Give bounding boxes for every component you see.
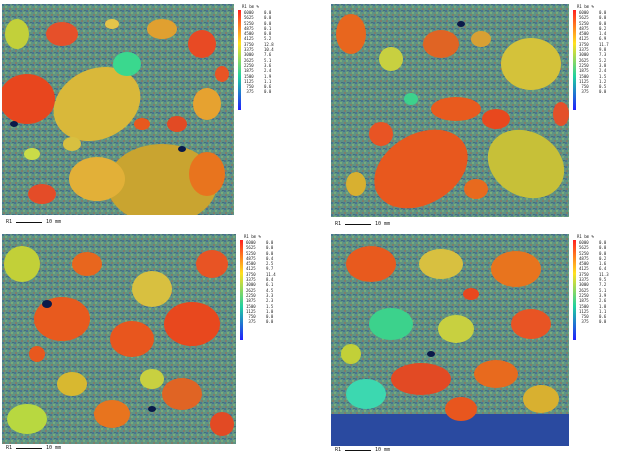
colorbar-ticks-c: 6000 5625 5250 4875 4500 4125 3750 3375 … [246,240,256,325]
scale-caption-b: R1 10 mm [335,220,390,228]
colorbar-ticks-b: 6000 5625 5250 4875 4500 4125 3750 3375 … [579,10,589,95]
colorbar-ticks-d: 6000 5625 5250 4875 4500 4125 3750 3375 … [579,240,589,325]
colorbar-header-c: R1 bm % [244,234,261,239]
scale-text-c: 10 mm [46,445,62,451]
micrograph-panel-a: R1 bm % 6000 5625 5250 4875 4500 4125 37… [2,4,284,228]
panel-label-c: R1 [6,445,13,451]
colorbar-ticks-a: 6000 5625 5250 4875 4500 4125 3750 3375 … [244,10,254,95]
colorbar-a [238,10,241,110]
micrograph-panel-c: R1 bm % 6000 5625 5250 4875 4500 4125 37… [2,234,284,452]
colorbar-percent-b: 0.0 0.0 0.0 0.2 1.4 6.9 11.7 9.8 7.3 5.2… [599,10,609,95]
micrograph-panel-d: R1 bm % 6000 5625 5250 4875 4500 4125 37… [331,234,631,454]
colorbar-b [573,10,576,110]
scale-caption-c: R1 10 mm [6,444,61,452]
scale-text-d: 10 mm [375,447,391,453]
panel-label-d: R1 [335,447,342,453]
panel-label-b: R1 [335,221,342,227]
colorbar-header-a: R1 bm % [242,4,259,9]
scale-caption-a: R1 10 mm [6,218,61,226]
micrograph-image-a [2,4,234,215]
scale-text-b: 10 mm [375,221,391,227]
scale-bar-b [345,223,372,225]
colorbar-header-b: R1 bm % [577,4,594,9]
colorbar-percent-d: 0.0 0.0 0.0 0.2 1.6 6.4 11.3 9.5 7.2 5.1… [599,240,609,325]
micrograph-image-b [331,4,569,217]
panel-label-a: R1 [6,219,13,225]
colorbar-header-d: R1 bm % [577,234,594,239]
colorbar-percent-c: 0.0 0.0 0.0 0.4 2.5 9.7 11.4 8.4 6.1 4.5… [266,240,276,325]
colorbar-c [240,240,243,340]
scale-caption-d: R1 10 mm [335,446,390,454]
micrograph-image-d [331,234,569,446]
micrograph-image-c [2,234,236,444]
colorbar-percent-a: 0.0 0.0 0.0 0.1 0.8 5.2 12.8 10.4 7.6 5.… [264,10,274,95]
scale-bar-a [16,221,43,223]
scale-bar-d [345,449,372,451]
colorbar-d [573,240,576,340]
micrograph-panel-b: R1 bm % 6000 5625 5250 4875 4500 4125 37… [331,4,631,228]
scale-bar-c [16,447,43,449]
scale-text-a: 10 mm [46,219,62,225]
